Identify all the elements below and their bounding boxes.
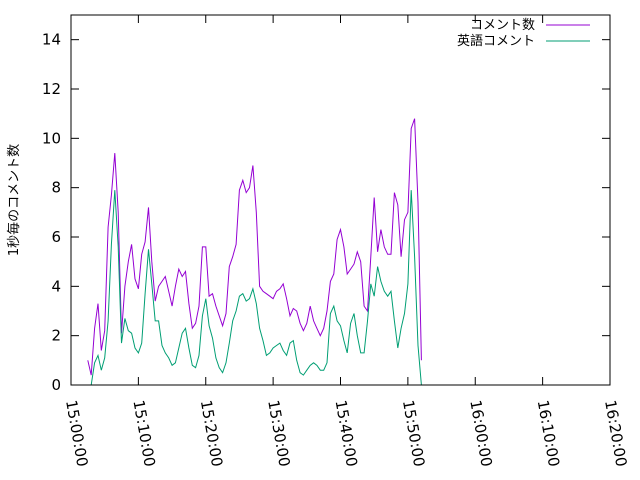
x-tick-label: 15:50:00 <box>399 399 428 468</box>
y-tick-label: 10 <box>42 129 61 147</box>
y-tick-label: 8 <box>51 179 61 197</box>
x-tick-label: 16:10:00 <box>534 399 563 468</box>
legend-label-1: コメント数 <box>470 18 535 33</box>
y-tick-label: 12 <box>42 80 61 98</box>
y-tick-label: 14 <box>42 31 61 49</box>
y-tick-label: 0 <box>51 376 61 394</box>
legend-label-2: 英語コメント <box>457 33 535 49</box>
series-line-1 <box>87 118 422 376</box>
x-tick-label: 16:00:00 <box>466 399 495 468</box>
y-tick-label: 4 <box>51 277 61 295</box>
series-line-2 <box>87 190 422 386</box>
plot-frame <box>70 14 611 386</box>
x-tick-label: 15:20:00 <box>197 399 226 468</box>
y-tick-label: 2 <box>51 327 61 345</box>
y-axis-title: 1秒毎のコメント数 <box>6 144 22 256</box>
x-tick-label: 15:30:00 <box>264 399 293 468</box>
y-tick-label: 6 <box>51 228 61 246</box>
series-layer <box>87 118 422 386</box>
x-axis-ticks: 15:00:00 15:10:00 15:20:00 15:30:00 15:40:00… <box>62 15 630 468</box>
x-tick-label: 16:20:00 <box>601 399 630 468</box>
x-tick-label: 15:40:00 <box>332 399 361 468</box>
y-axis-ticks: 0 2 4 6 8 10 12 14 <box>42 31 610 394</box>
x-tick-label: 15:10:00 <box>129 399 158 468</box>
x-tick-label: 15:00:00 <box>62 399 91 468</box>
